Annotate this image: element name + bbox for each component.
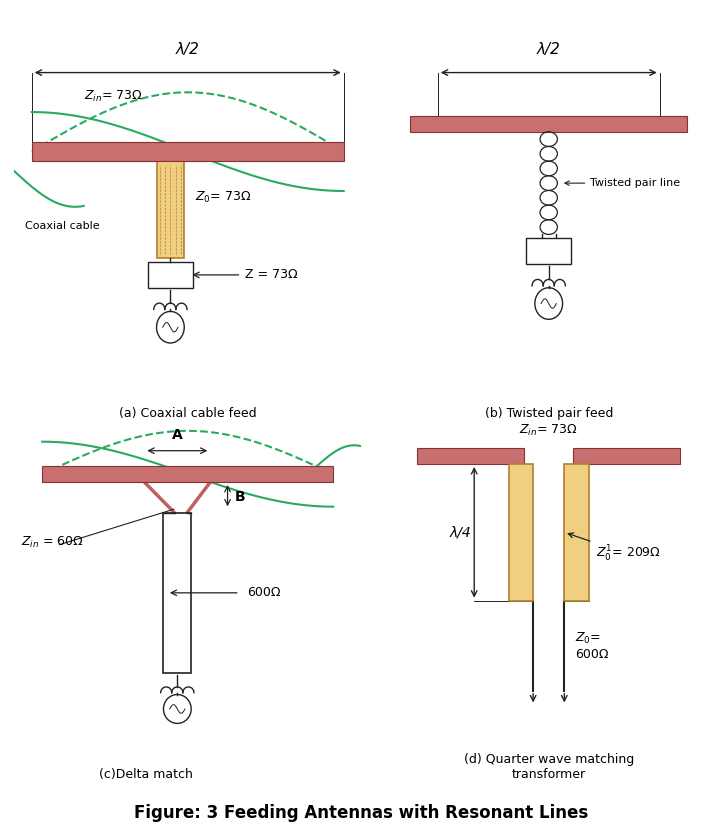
Text: Coaxial cable: Coaxial cable (25, 221, 100, 230)
Text: B: B (235, 491, 245, 505)
Bar (157, 161, 184, 258)
Text: λ/2: λ/2 (175, 42, 200, 57)
Text: 600Ω: 600Ω (247, 586, 280, 599)
Text: $Z_0$= 73Ω: $Z_0$= 73Ω (195, 191, 251, 206)
Text: Figure: 3 Feeding Antennas with Resonant Lines: Figure: 3 Feeding Antennas with Resonant… (134, 804, 588, 822)
Text: $Z_0^{1}$= 209Ω: $Z_0^{1}$= 209Ω (568, 533, 661, 564)
Bar (410, 116, 687, 132)
Bar (163, 513, 191, 673)
Text: (c)Delta match: (c)Delta match (99, 769, 193, 781)
Bar (526, 239, 571, 264)
Bar (573, 448, 680, 465)
Bar (32, 142, 344, 161)
Bar (509, 464, 533, 601)
Bar (417, 448, 524, 465)
Text: Z = 73Ω: Z = 73Ω (245, 269, 297, 281)
Text: λ/2: λ/2 (536, 42, 561, 57)
Bar (148, 262, 193, 288)
Text: Twisted pair line: Twisted pair line (565, 178, 680, 188)
Text: (b) Twisted pair feed: (b) Twisted pair feed (484, 407, 613, 420)
Text: (d) Quarter wave matching
transformer: (d) Quarter wave matching transformer (464, 753, 634, 781)
Text: $Z_{in}$= 73Ω: $Z_{in}$= 73Ω (84, 89, 142, 104)
Text: (a) Coaxial cable feed: (a) Coaxial cable feed (119, 407, 256, 420)
Text: $Z_0$=
600Ω: $Z_0$= 600Ω (575, 631, 608, 661)
Bar (565, 464, 588, 601)
Bar (42, 466, 334, 482)
Text: λ/4: λ/4 (450, 525, 471, 539)
Text: A: A (172, 428, 183, 442)
Text: $Z_{in}$ = 60Ω: $Z_{in}$ = 60Ω (22, 535, 84, 550)
Text: $Z_{in}$= 73Ω: $Z_{in}$= 73Ω (519, 423, 578, 438)
